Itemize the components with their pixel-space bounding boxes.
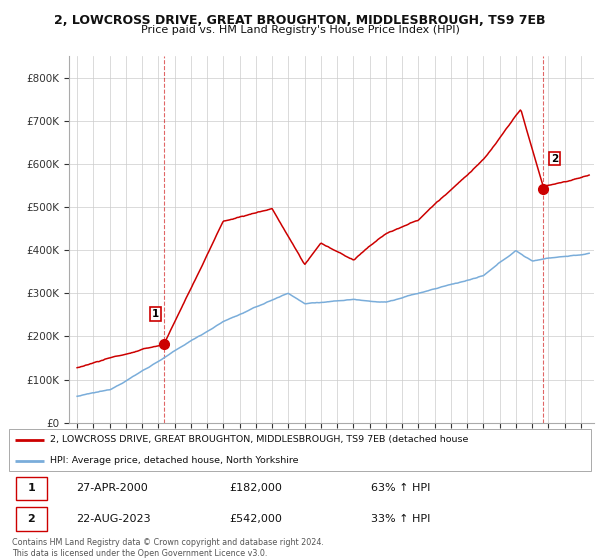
Text: Contains HM Land Registry data © Crown copyright and database right 2024.
This d: Contains HM Land Registry data © Crown c… [12,538,324,558]
FancyBboxPatch shape [16,507,47,531]
Text: 1: 1 [152,309,159,319]
Text: 33% ↑ HPI: 33% ↑ HPI [371,514,430,524]
Text: 63% ↑ HPI: 63% ↑ HPI [371,483,430,493]
Text: £542,000: £542,000 [229,514,283,524]
Text: 1: 1 [28,483,35,493]
Text: HPI: Average price, detached house, North Yorkshire: HPI: Average price, detached house, Nort… [50,456,299,465]
Text: 2, LOWCROSS DRIVE, GREAT BROUGHTON, MIDDLESBROUGH, TS9 7EB (detached house: 2, LOWCROSS DRIVE, GREAT BROUGHTON, MIDD… [50,435,469,444]
Text: 2: 2 [28,514,35,524]
Text: 22-AUG-2023: 22-AUG-2023 [77,514,151,524]
Text: 2, LOWCROSS DRIVE, GREAT BROUGHTON, MIDDLESBROUGH, TS9 7EB: 2, LOWCROSS DRIVE, GREAT BROUGHTON, MIDD… [54,14,546,27]
Text: 27-APR-2000: 27-APR-2000 [77,483,148,493]
Text: Price paid vs. HM Land Registry's House Price Index (HPI): Price paid vs. HM Land Registry's House … [140,25,460,35]
FancyBboxPatch shape [16,477,47,500]
Text: £182,000: £182,000 [229,483,283,493]
Text: 2: 2 [551,153,558,164]
FancyBboxPatch shape [9,429,591,472]
